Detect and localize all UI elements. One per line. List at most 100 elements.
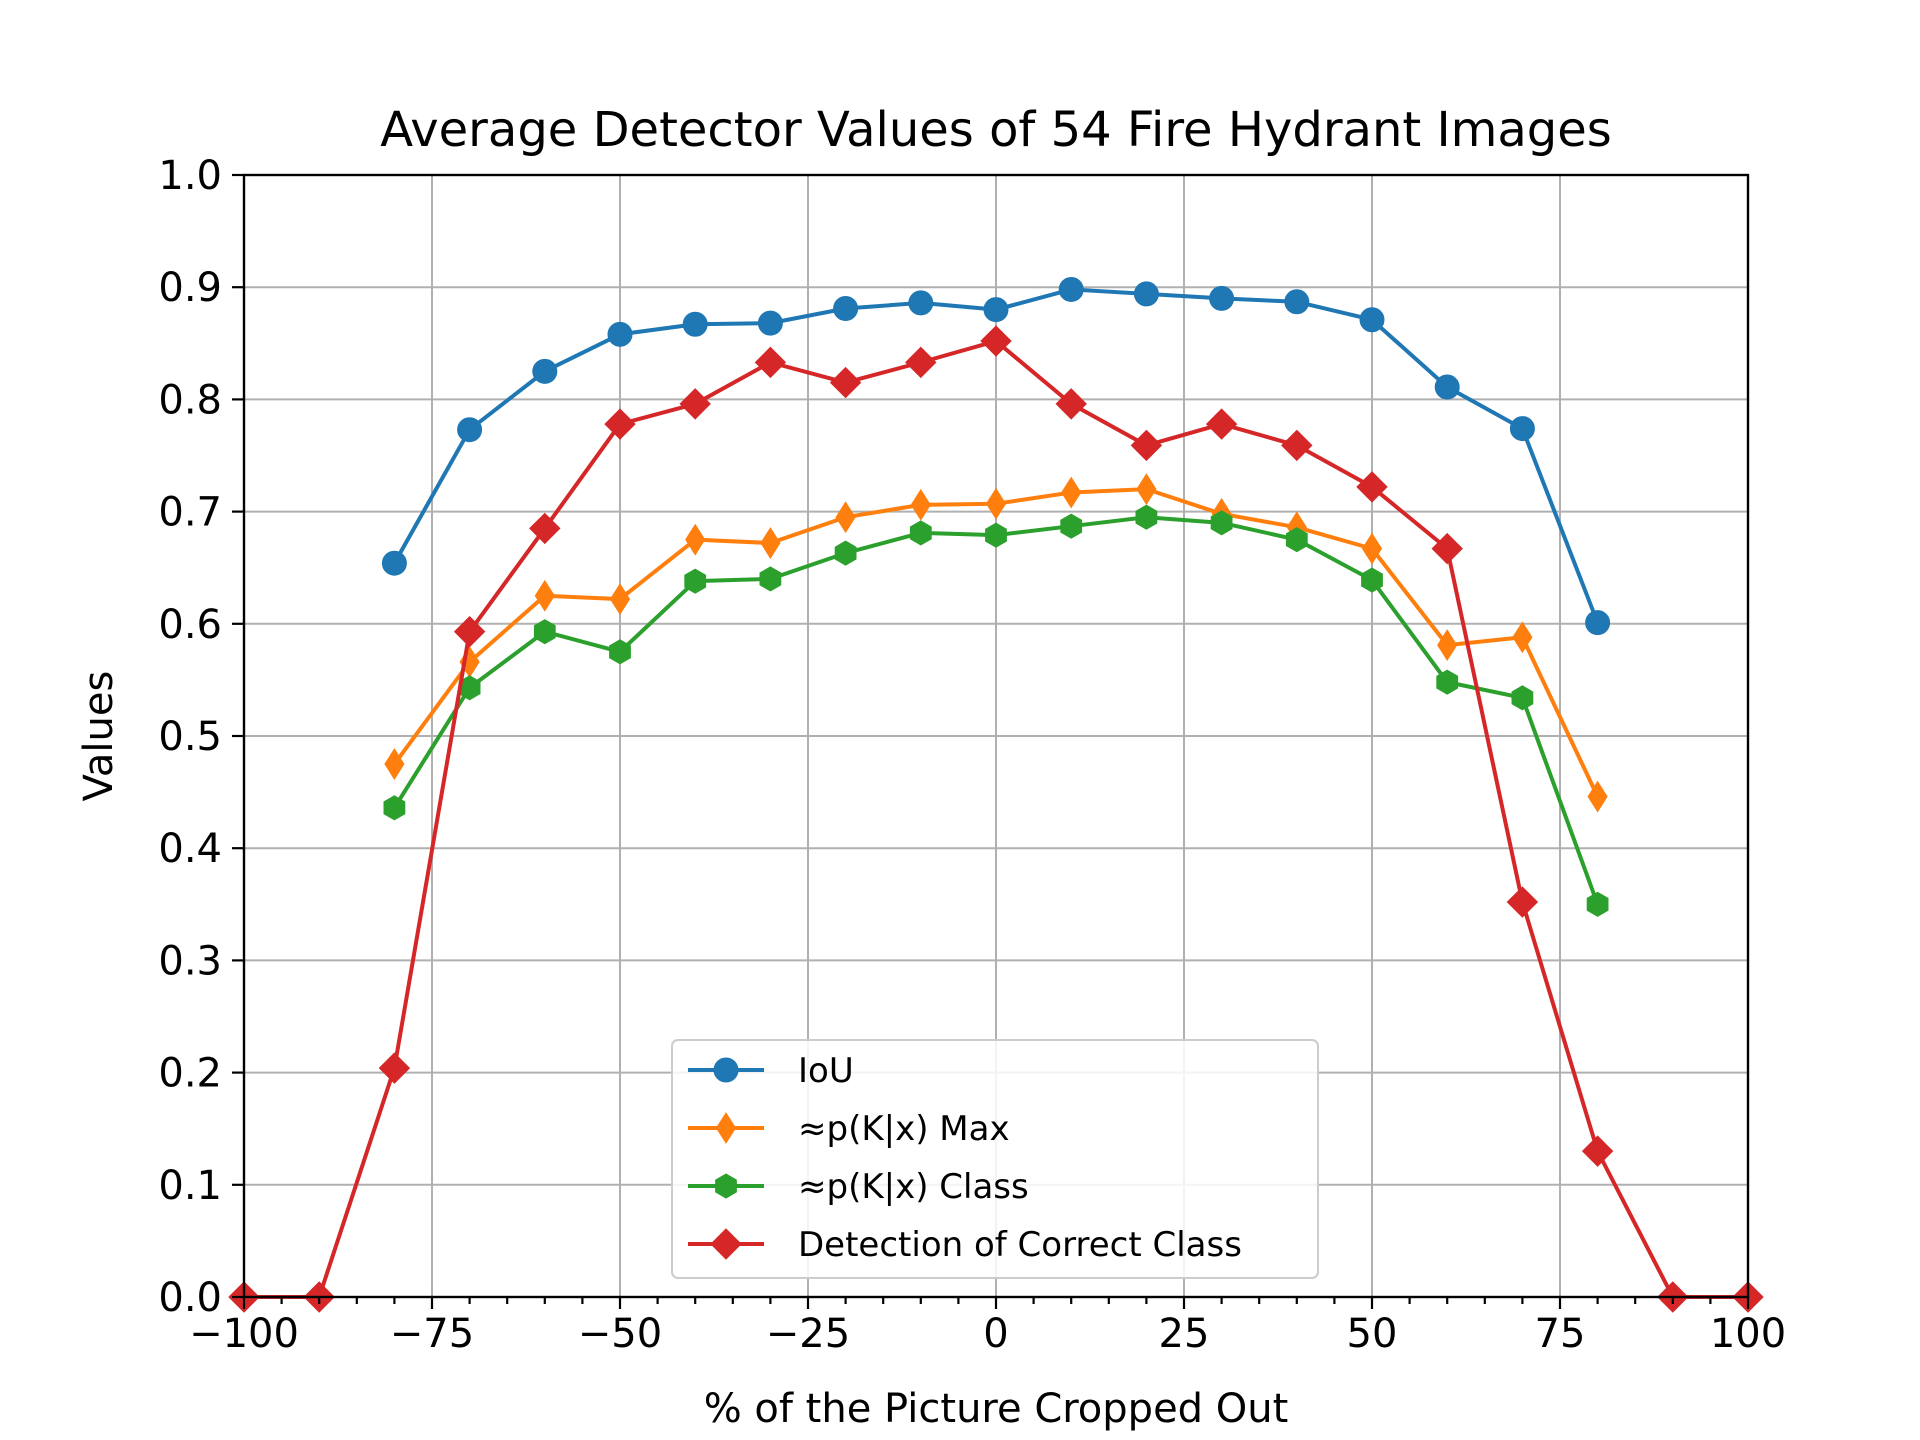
series-1 — [381, 276, 1611, 636]
data-point — [1281, 429, 1313, 462]
data-point — [1436, 669, 1459, 695]
data-point — [1284, 289, 1310, 315]
x-tick-label: −75 — [390, 1311, 474, 1357]
data-point — [757, 310, 783, 336]
data-point — [1136, 473, 1157, 506]
y-tick-label: 0.6 — [158, 602, 222, 648]
y-tick-label: 0.0 — [158, 1275, 222, 1321]
data-point — [834, 540, 857, 566]
data-point — [835, 501, 856, 534]
data-point — [383, 795, 406, 821]
data-point — [1511, 685, 1534, 711]
legend-marker — [715, 1173, 737, 1199]
legend-item: IoU — [688, 1051, 854, 1091]
data-point — [1359, 307, 1385, 333]
data-point — [1585, 610, 1611, 636]
data-point — [1581, 1135, 1614, 1167]
data-point — [1055, 388, 1087, 420]
y-axis-label: Values — [76, 671, 122, 802]
data-point — [453, 615, 486, 648]
x-tick-label: 75 — [1535, 1311, 1586, 1357]
x-tick-label: −25 — [766, 1311, 850, 1357]
data-point — [985, 487, 1007, 520]
data-point — [908, 290, 934, 316]
x-tick-label: −50 — [578, 1311, 662, 1357]
legend-marker — [713, 1057, 739, 1083]
data-point — [909, 520, 932, 546]
legend-marker — [715, 1112, 737, 1144]
x-tick-label: −100 — [189, 1311, 299, 1357]
y-tick-label: 0.4 — [158, 826, 222, 872]
data-point — [609, 583, 631, 616]
data-point — [1058, 276, 1084, 302]
data-point — [1437, 629, 1458, 662]
data-point — [607, 321, 633, 347]
legend-item: Detection of Correct Class — [688, 1225, 1242, 1265]
legend-label: ≈p(K|x) Class — [798, 1167, 1029, 1207]
y-tick-label: 0.2 — [158, 1051, 222, 1097]
data-point — [1509, 416, 1535, 442]
data-point — [1133, 281, 1159, 307]
legend-item: ≈p(K|x) Max — [688, 1109, 1010, 1149]
data-point — [980, 325, 1012, 357]
data-point — [829, 366, 862, 399]
series-2 — [384, 473, 1608, 813]
data-point — [1361, 567, 1383, 593]
data-point — [684, 568, 707, 594]
legend-marker — [710, 1228, 742, 1260]
y-tick-label: 1.0 — [158, 153, 222, 199]
legend-label: ≈p(K|x) Max — [798, 1109, 1010, 1149]
data-point — [378, 1052, 411, 1084]
data-point — [1586, 891, 1609, 917]
data-point — [754, 346, 787, 379]
data-point — [1210, 510, 1233, 536]
y-axis: 0.0 0.1 0.2 0.3 0.4 0.5 0.6 0.7 0.8 0.9 1.0 — [158, 153, 244, 1321]
data-point — [529, 512, 561, 545]
data-point — [833, 296, 859, 322]
data-point — [457, 417, 483, 443]
data-point — [381, 550, 407, 576]
data-point — [1512, 621, 1533, 654]
data-point — [983, 297, 1009, 323]
data-point — [682, 311, 708, 337]
data-point — [1130, 429, 1163, 462]
data-point — [905, 346, 937, 379]
x-tick-label: 0 — [983, 1311, 1008, 1357]
data-point — [384, 748, 405, 780]
legend-label: Detection of Correct Class — [798, 1225, 1242, 1265]
x-tick-label: 100 — [1710, 1311, 1786, 1357]
x-tick-label: 50 — [1347, 1311, 1398, 1357]
data-point — [1434, 374, 1460, 400]
data-point — [679, 388, 711, 420]
legend: IoU ≈p(K|x) Max ≈p(K|x) Class Detection of … — [671, 1039, 1319, 1279]
y-tick-label: 0.1 — [158, 1163, 222, 1209]
data-point — [1135, 504, 1158, 530]
data-point — [759, 566, 782, 592]
data-point — [1209, 285, 1235, 311]
y-tick-label: 0.7 — [158, 490, 222, 536]
data-point — [534, 579, 555, 612]
data-point — [533, 619, 556, 645]
data-point — [1061, 476, 1082, 509]
legend-label: IoU — [798, 1051, 854, 1091]
x-axis-label: % of the Picture Cropped Out — [704, 1386, 1289, 1432]
data-point — [1356, 471, 1388, 503]
data-point — [1431, 532, 1463, 565]
data-point — [532, 358, 558, 384]
y-tick-label: 0.5 — [158, 714, 222, 760]
data-point — [1205, 408, 1238, 440]
data-point — [760, 527, 781, 559]
data-point — [910, 488, 931, 521]
x-tick-label: 25 — [1159, 1311, 1210, 1357]
data-point — [604, 408, 636, 440]
data-point — [685, 523, 706, 556]
data-point — [1587, 780, 1608, 813]
data-point — [985, 522, 1007, 548]
data-point — [1285, 527, 1308, 553]
x-axis: −100 −75 −50 −25 0 25 50 75 100 — [189, 1297, 1786, 1357]
chart-title: Average Detector Values of 54 Fire Hydra… — [380, 102, 1612, 158]
legend-item: ≈p(K|x) Class — [688, 1167, 1029, 1207]
data-point — [1060, 513, 1083, 539]
y-tick-label: 0.3 — [158, 938, 222, 984]
